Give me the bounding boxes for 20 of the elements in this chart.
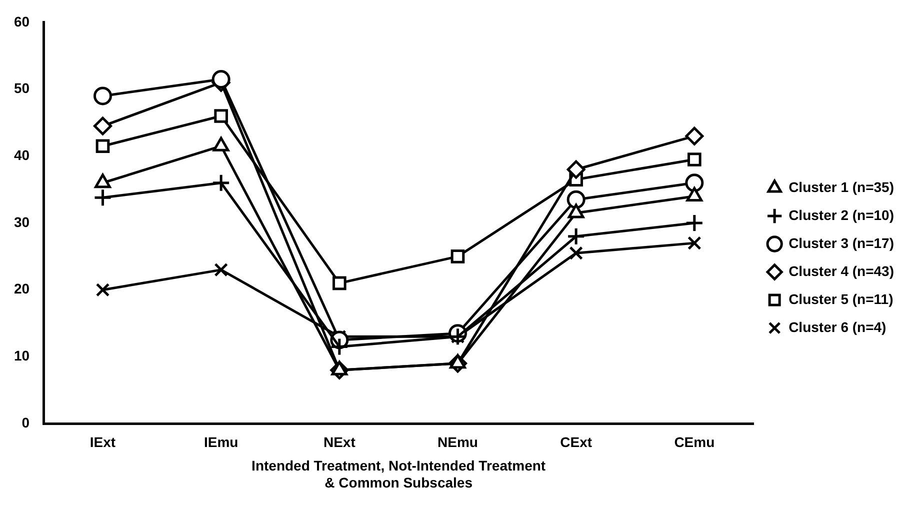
- x-tick-label: CEmu: [674, 434, 715, 450]
- legend-label: Cluster 5 (n=11): [788, 290, 894, 307]
- y-tick-label: 60: [14, 13, 30, 30]
- x-tick-label: IEmu: [204, 434, 238, 450]
- x-tick-label: CExt: [560, 434, 592, 450]
- x-tick-label: NExt: [323, 434, 356, 450]
- legend-label: Cluster 4 (n=43): [788, 262, 894, 279]
- x-tick-label: IExt: [90, 434, 116, 450]
- x-axis-title: Intended Treatment, Not-Intended Treatment & Common Subscales: [252, 458, 546, 490]
- y-tick-label: 30: [14, 214, 30, 230]
- x-tick-label: NEmu: [438, 434, 478, 450]
- y-tick-label: 40: [14, 146, 30, 163]
- y-tick-label: 20: [14, 280, 30, 297]
- legend-label: Cluster 6 (n=4): [788, 318, 886, 335]
- y-tick-label: 0: [22, 414, 30, 430]
- legend-label: Cluster 2 (n=10): [788, 206, 894, 223]
- y-tick-label: 50: [14, 80, 30, 96]
- legend-label: Cluster 1 (n=35): [788, 178, 894, 195]
- y-tick-label: 10: [14, 348, 30, 364]
- legend-label: Cluster 3 (n=17): [788, 234, 894, 251]
